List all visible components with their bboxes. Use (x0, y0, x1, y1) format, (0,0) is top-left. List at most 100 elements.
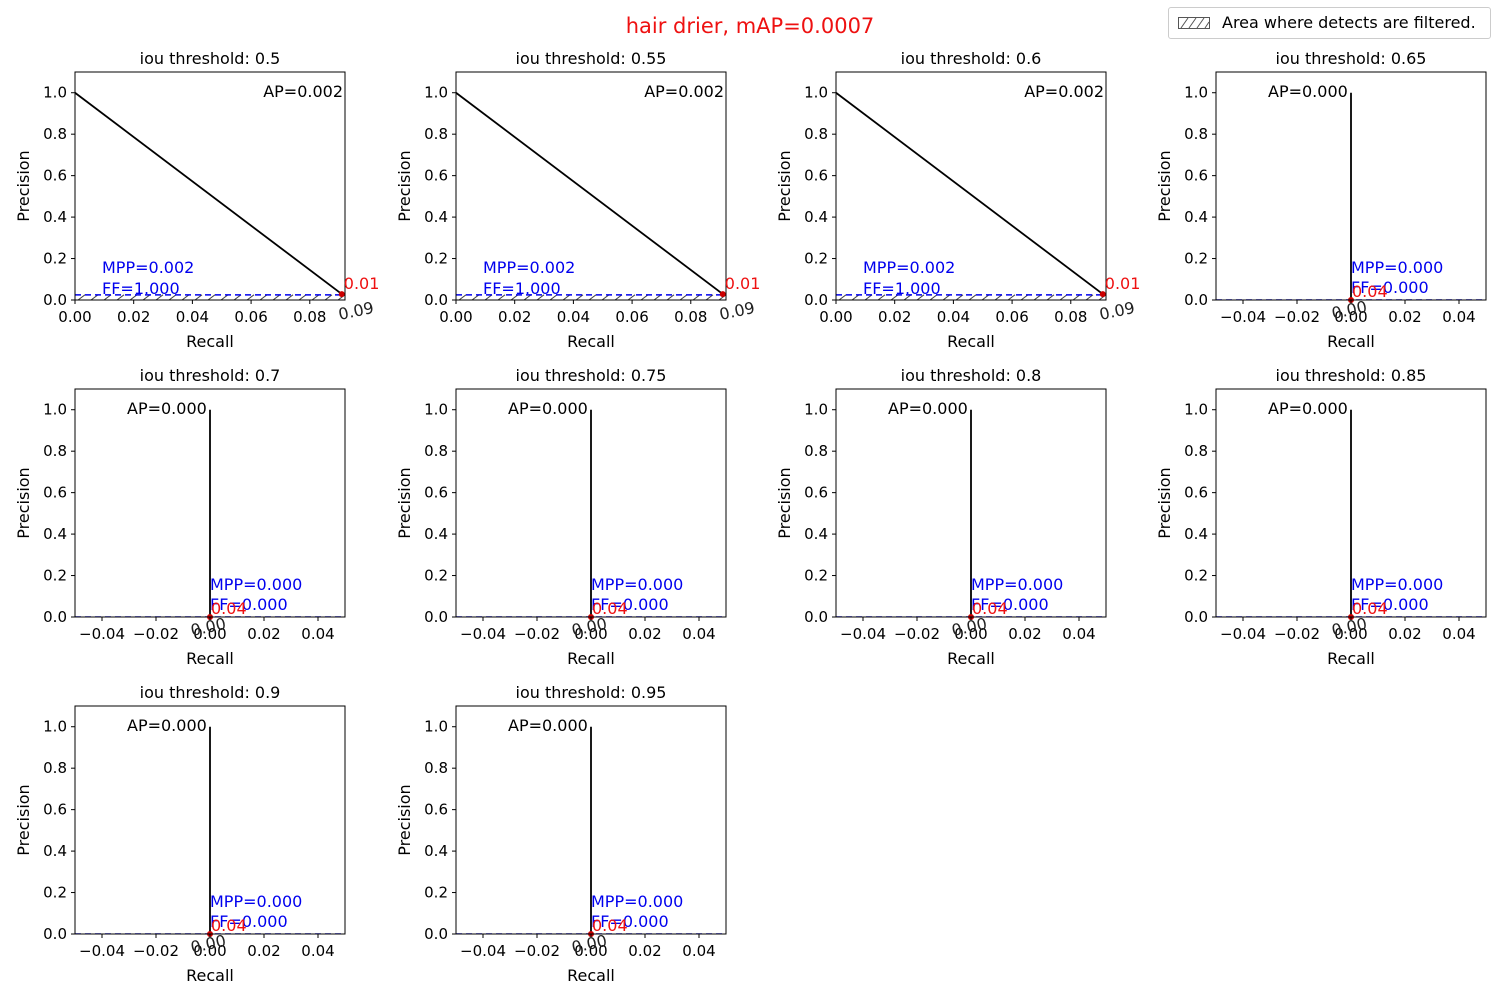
ff-annotation: FF=1.000 (102, 279, 180, 298)
y-tick-label: 1.0 (43, 84, 67, 102)
y-tick-label: 0.8 (424, 125, 448, 143)
x-axis-label: Recall (567, 332, 615, 351)
x-tick-label: 0.00 (439, 308, 472, 326)
subplot-title: iou threshold: 0.65 (1276, 49, 1427, 68)
score-label: 0.01 (344, 274, 380, 293)
y-tick-label: 0.6 (804, 484, 828, 502)
y-axis-label: Precision (1155, 150, 1174, 221)
x-axis-label: Recall (947, 649, 995, 668)
subplot-1: iou threshold: 0.5 0.00 0.02 0.04 0.06 0.08 0.… (14, 49, 379, 351)
x-tick-label: −0.02 (133, 625, 179, 643)
x-tick-label: −0.04 (79, 625, 125, 643)
x-tick-label: 0.00 (819, 308, 852, 326)
ff-annotation: FF=1.000 (863, 279, 941, 298)
mpp-annotation: MPP=0.002 (483, 258, 575, 277)
y-tick-label: 0.0 (804, 608, 828, 626)
y-tick-label: 1.0 (1184, 84, 1208, 102)
y-tick-label: 0.6 (424, 167, 448, 185)
x-axis-label: Recall (1327, 649, 1375, 668)
score-label: 0.04 (592, 916, 628, 935)
y-tick-label: 0.8 (804, 125, 828, 143)
subplot-title: iou threshold: 0.9 (140, 683, 281, 702)
x-tick-label: −0.02 (133, 942, 179, 960)
subplot-3: iou threshold: 0.6 0.00 0.02 0.04 0.06 0.08 0.… (775, 49, 1140, 351)
subplot-6: iou threshold: 0.75−0.04 −0.02 0.00 0.02 0.0… (395, 366, 727, 668)
y-tick-label: 0.2 (1184, 567, 1208, 585)
x-tick-label: 0.00 (58, 308, 91, 326)
y-axis-label: Precision (1155, 467, 1174, 538)
subplot-title: iou threshold: 0.85 (1276, 366, 1427, 385)
x-tick-label: 0.04 (937, 308, 970, 326)
x-tick-label: 0.02 (498, 308, 531, 326)
y-tick-label: 0.6 (804, 167, 828, 185)
score-label: 0.04 (972, 599, 1008, 618)
y-tick-label: 1.0 (424, 718, 448, 736)
y-tick-label: 0.6 (1184, 167, 1208, 185)
score-label: 0.04 (1352, 599, 1388, 618)
x-tick-label: 0.04 (1062, 625, 1095, 643)
subplot-7: iou threshold: 0.8−0.04 −0.02 0.00 0.02 0.04… (775, 366, 1107, 668)
y-tick-label: 0.2 (804, 567, 828, 585)
x-tick-label: 0.00 (954, 625, 987, 643)
y-tick-label: 0.0 (804, 291, 828, 309)
subplot-title: iou threshold: 0.75 (516, 366, 667, 385)
x-tick-label: −0.02 (514, 625, 560, 643)
ap-annotation: AP=0.002 (1024, 82, 1104, 101)
x-tick-label: 0.00 (1334, 308, 1367, 326)
subplot-8: iou threshold: 0.85−0.04 −0.02 0.00 0.02 0.0… (1155, 366, 1487, 668)
x-tick-label: 0.04 (557, 308, 590, 326)
y-tick-label: 0.2 (43, 250, 67, 268)
ap-annotation: AP=0.000 (1268, 82, 1348, 101)
y-axis-label: Precision (14, 784, 33, 855)
x-tick-label: 0.04 (301, 625, 334, 643)
x-tick-label: 0.00 (574, 625, 607, 643)
x-axis-label: Recall (1327, 332, 1375, 351)
y-tick-label: 1.0 (424, 84, 448, 102)
x-tick-label: −0.02 (1274, 625, 1320, 643)
mpp-annotation: MPP=0.000 (210, 892, 302, 911)
mpp-annotation: MPP=0.000 (210, 575, 302, 594)
x-tick-label: 0.04 (682, 625, 715, 643)
x-axis-label: Recall (186, 332, 234, 351)
y-tick-label: 0.0 (43, 608, 67, 626)
x-tick-label: 0.02 (628, 625, 661, 643)
y-axis-label: Precision (14, 150, 33, 221)
mpp-annotation: MPP=0.000 (971, 575, 1063, 594)
subplot-5: iou threshold: 0.7−0.04 −0.02 0.00 0.02 0.04… (14, 366, 346, 668)
y-tick-label: 0.0 (1184, 291, 1208, 309)
y-tick-label: 0.6 (424, 801, 448, 819)
ap-annotation: AP=0.000 (127, 399, 207, 418)
y-tick-label: 0.2 (43, 567, 67, 585)
ff-annotation: FF=0.000 (971, 595, 1049, 614)
y-tick-label: 1.0 (43, 718, 67, 736)
x-tick-label: −0.02 (514, 942, 560, 960)
mpp-annotation: MPP=0.000 (1351, 575, 1443, 594)
y-tick-label: 0.8 (1184, 442, 1208, 460)
x-axis-label: Recall (947, 332, 995, 351)
x-tick-label: 0.08 (293, 308, 326, 326)
ap-annotation: AP=0.002 (644, 82, 724, 101)
ff-annotation: FF=0.000 (210, 912, 288, 931)
ap-annotation: AP=0.000 (508, 716, 588, 735)
subplot-title: iou threshold: 0.95 (516, 683, 667, 702)
y-tick-label: 0.2 (424, 567, 448, 585)
subplot-9: iou threshold: 0.9−0.04 −0.02 0.00 0.02 0.04… (14, 683, 346, 985)
y-tick-label: 0.4 (804, 525, 828, 543)
x-tick-label: 0.04 (682, 942, 715, 960)
y-tick-label: 0.0 (424, 291, 448, 309)
y-axis-label: Precision (775, 150, 794, 221)
y-tick-label: 0.0 (1184, 608, 1208, 626)
x-tick-label: 0.08 (1054, 308, 1087, 326)
y-tick-label: 0.4 (424, 208, 448, 226)
x-tick-label: 0.04 (176, 308, 209, 326)
y-tick-label: 0.6 (424, 484, 448, 502)
x-tick-label: 0.02 (1388, 308, 1421, 326)
y-tick-label: 0.6 (43, 484, 67, 502)
y-tick-label: 0.2 (43, 884, 67, 902)
x-tick-label: 0.04 (1442, 625, 1475, 643)
y-tick-label: 0.4 (424, 842, 448, 860)
x-tick-label: −0.04 (79, 942, 125, 960)
y-tick-label: 0.0 (43, 291, 67, 309)
y-tick-label: 0.0 (43, 925, 67, 943)
